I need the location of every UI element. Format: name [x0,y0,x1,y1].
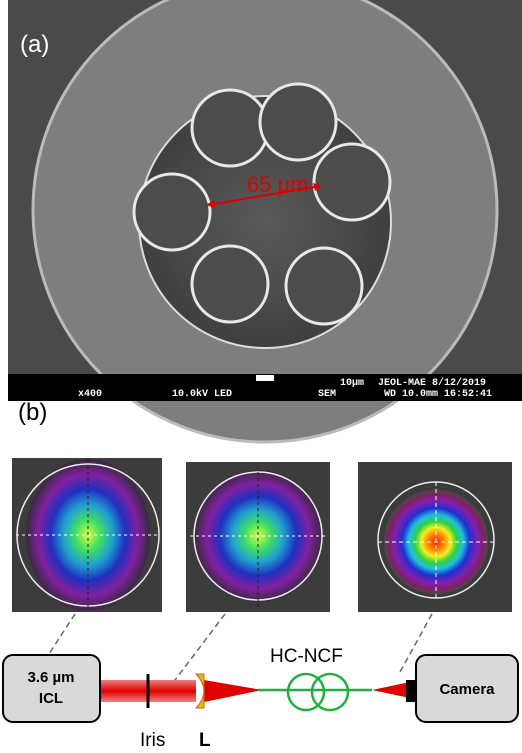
beam-profile [12,458,162,612]
lens-label: L [199,730,211,751]
scale-annotation: 65 µm [247,172,309,197]
details: WD 10.0mm 16:52:41 [384,389,492,400]
beam-profile [186,462,330,612]
source-label: 3.6 µm [28,669,75,686]
scale-text: 10µm [340,378,364,389]
magnification: x400 [78,389,102,400]
panel-label: (b) [18,399,47,426]
instrument: JEOL-MAE 8/12/2019 [378,377,486,389]
source-label: ICL [39,690,63,707]
mode: SEM [318,389,336,400]
panel-label: (a) [20,31,49,58]
voltage: 10.0kV LED [172,388,232,400]
fiber-label: HC-NCF [270,646,343,667]
figure: 65 µm (a) x400 10.0kV LED 10µm SEM JEOL-… [0,0,522,753]
connector [45,614,432,684]
source-box [3,655,100,722]
camera-label: Camera [439,681,495,698]
iris-label: Iris [140,730,165,751]
fiber [258,674,372,710]
sem-image: 65 µm (a) x400 10.0kV LED 10µm SEM JEOL-… [8,0,522,442]
beam [204,680,262,702]
lens [196,674,204,708]
beam [372,682,410,698]
beam-profile [358,462,512,612]
